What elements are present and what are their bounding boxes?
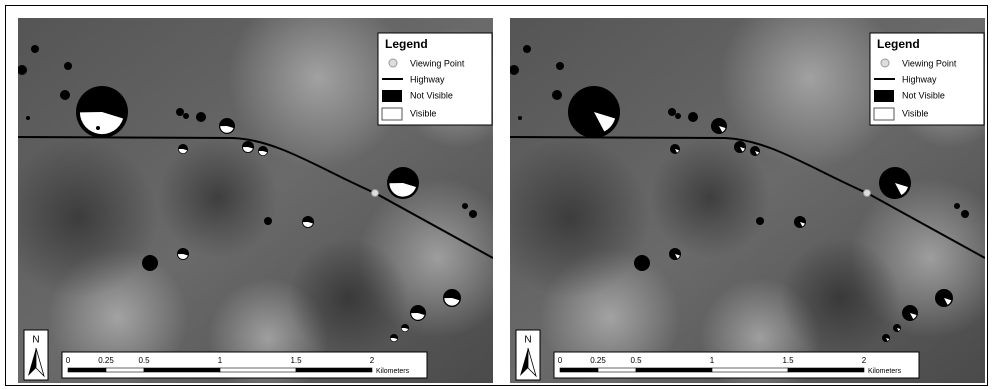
not-visible-area [756, 217, 764, 225]
scale-label: 0 [558, 356, 563, 365]
terrain-shade [0, 138, 158, 298]
north-label: N [32, 335, 39, 346]
terrain-shade [288, 238, 408, 358]
legend-symbol [382, 108, 402, 120]
scale-label: 2 [370, 356, 375, 365]
scale-segment [68, 368, 106, 372]
scale-label: 1 [710, 356, 715, 365]
not-visible-area [264, 217, 272, 225]
not-visible-area [26, 116, 30, 120]
terrain-shade [490, 138, 650, 298]
legend: Legend Viewing Point Highway Not Visible Vis… [870, 33, 984, 125]
scale-segment [106, 368, 144, 372]
not-visible-area [96, 126, 100, 130]
not-visible-area [462, 203, 468, 209]
legend-label: Not Visible [902, 90, 945, 100]
map-panel: Legend Viewing Point Highway Not Visible Vis… [0, 0, 518, 390]
not-visible-area [552, 90, 562, 100]
terrain-shade [650, 138, 770, 258]
scale-label: 1 [218, 356, 223, 365]
legend-label: Not Visible [410, 90, 453, 100]
scale-label: 0 [66, 356, 71, 365]
scale-segment [560, 368, 598, 372]
legend-symbol [874, 108, 894, 120]
map-panel: Legend Viewing Point Highway Not Visible Vis… [490, 0, 993, 390]
north-arrow: N [516, 330, 540, 380]
scale-unit: Kilometers [868, 368, 902, 375]
not-visible-area [954, 203, 960, 209]
not-visible-area [176, 108, 184, 116]
north-arrow: N [24, 330, 48, 380]
legend-symbol [874, 90, 894, 102]
legend-label: Visible [902, 108, 928, 118]
legend: Legend Viewing Point Highway Not Visible Vis… [378, 33, 492, 125]
scale-label: 1.5 [782, 356, 794, 365]
map-figure: Legend Viewing Point Highway Not Visible Vis… [0, 0, 993, 390]
legend-label: Viewing Point [902, 58, 957, 68]
scale-segment [220, 368, 296, 372]
scale-segment [712, 368, 788, 372]
legend-label: Viewing Point [410, 58, 465, 68]
not-visible-area [64, 62, 72, 70]
not-visible-area [556, 62, 564, 70]
not-visible-area [31, 45, 39, 53]
scale-segment [598, 368, 636, 372]
not-visible-area [518, 116, 522, 120]
viewing-point [864, 190, 871, 197]
legend-symbol [382, 90, 402, 102]
terrain-shade [780, 238, 900, 358]
not-visible-area [961, 210, 969, 218]
not-visible-area [675, 113, 681, 119]
not-visible-area [142, 255, 158, 271]
scale-label: 0.5 [138, 356, 150, 365]
not-visible-area [196, 112, 206, 122]
viewing-point [372, 190, 379, 197]
not-visible-area [634, 255, 650, 271]
legend-label: Highway [410, 74, 445, 84]
legend-title: Legend [877, 37, 920, 51]
scale-segment [296, 368, 372, 372]
not-visible-area [183, 113, 189, 119]
legend-symbol [389, 59, 397, 67]
scale-unit: Kilometers [376, 368, 410, 375]
not-visible-area [469, 210, 477, 218]
not-visible-area [523, 45, 531, 53]
terrain-shade [158, 138, 278, 258]
not-visible-area [60, 90, 70, 100]
legend-label: Visible [410, 108, 436, 118]
legend-label: Highway [902, 74, 937, 84]
scale-segment [788, 368, 864, 372]
scale-segment [636, 368, 712, 372]
not-visible-area [509, 65, 519, 75]
not-visible-area [17, 65, 27, 75]
scale-label: 0.25 [590, 356, 606, 365]
not-visible-area [588, 126, 592, 130]
scale-segment [144, 368, 220, 372]
scale-label: 1.5 [290, 356, 302, 365]
not-visible-area [668, 108, 676, 116]
scale-label: 2 [862, 356, 867, 365]
north-label: N [524, 335, 531, 346]
legend-symbol [881, 59, 889, 67]
scale-label: 0.5 [630, 356, 642, 365]
scale-label: 0.25 [98, 356, 114, 365]
legend-title: Legend [385, 37, 428, 51]
not-visible-area [688, 112, 698, 122]
